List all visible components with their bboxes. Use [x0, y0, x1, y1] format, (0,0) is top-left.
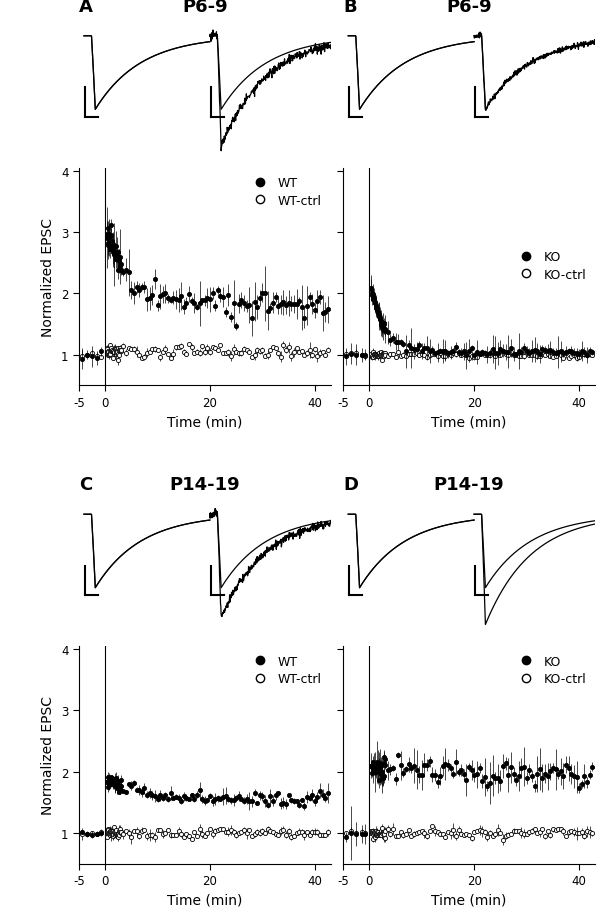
X-axis label: Time (min): Time (min): [167, 892, 242, 907]
Text: P6-9: P6-9: [446, 0, 492, 16]
Text: P14-19: P14-19: [434, 476, 504, 494]
Text: A: A: [79, 0, 93, 16]
Legend: KO, KO-ctrl: KO, KO-ctrl: [511, 652, 589, 688]
Text: D: D: [343, 476, 358, 494]
Y-axis label: Normalized EPSC: Normalized EPSC: [41, 218, 55, 336]
Text: P6-9: P6-9: [182, 0, 228, 16]
Legend: WT, WT-ctrl: WT, WT-ctrl: [245, 652, 324, 688]
Y-axis label: Normalized EPSC: Normalized EPSC: [41, 696, 55, 814]
Legend: WT, WT-ctrl: WT, WT-ctrl: [245, 175, 324, 210]
X-axis label: Time (min): Time (min): [432, 414, 507, 429]
Text: B: B: [343, 0, 357, 16]
Legend: KO, KO-ctrl: KO, KO-ctrl: [511, 249, 589, 284]
X-axis label: Time (min): Time (min): [432, 892, 507, 907]
Text: C: C: [79, 476, 92, 494]
Text: P14-19: P14-19: [169, 476, 240, 494]
X-axis label: Time (min): Time (min): [167, 414, 242, 429]
